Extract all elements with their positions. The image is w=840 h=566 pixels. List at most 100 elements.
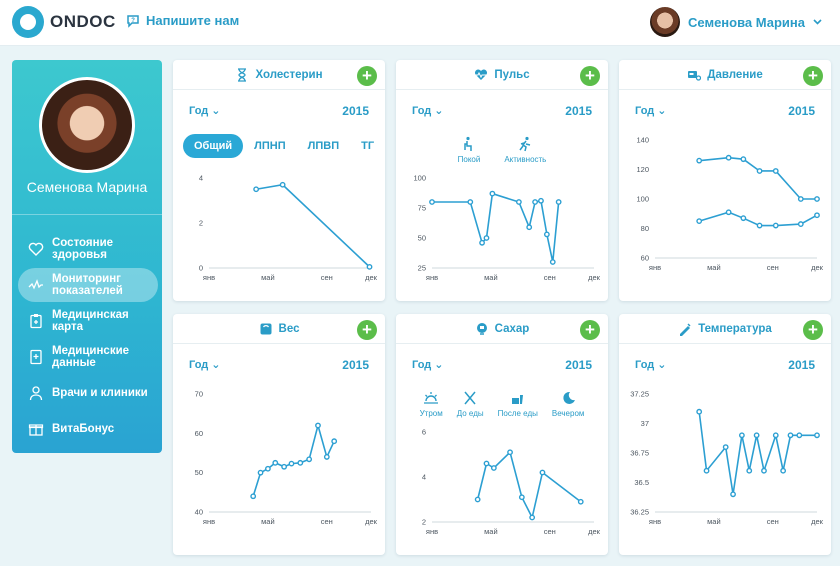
year-label: 2015 bbox=[342, 358, 369, 372]
x-tick-label: янв bbox=[203, 273, 215, 282]
data-point[interactable] bbox=[306, 456, 313, 463]
mode-evening[interactable]: Вечером bbox=[552, 390, 584, 418]
period-dropdown[interactable]: Год ⌄ bbox=[635, 105, 667, 117]
y-tick-label: 120 bbox=[636, 165, 649, 174]
data-point[interactable] bbox=[518, 494, 525, 501]
data-point[interactable] bbox=[703, 467, 710, 474]
data-point[interactable] bbox=[526, 224, 533, 231]
data-point[interactable] bbox=[483, 235, 490, 241]
data-point[interactable] bbox=[549, 259, 556, 265]
data-point[interactable] bbox=[429, 199, 435, 205]
data-point[interactable] bbox=[555, 199, 562, 205]
data-point[interactable] bbox=[772, 222, 779, 229]
data-point[interactable] bbox=[696, 218, 703, 225]
data-point[interactable] bbox=[756, 222, 763, 229]
data-point[interactable] bbox=[772, 168, 779, 174]
data-point[interactable] bbox=[529, 514, 536, 521]
period-dropdown[interactable]: Год ⌄ bbox=[189, 105, 221, 117]
data-point[interactable] bbox=[740, 156, 747, 163]
tab-total[interactable]: Общий bbox=[183, 134, 244, 158]
period-dropdown[interactable]: Год ⌄ bbox=[412, 105, 444, 117]
data-point[interactable] bbox=[507, 449, 513, 456]
data-point[interactable] bbox=[753, 432, 760, 439]
mode-rest[interactable]: Покой bbox=[458, 136, 480, 164]
data-point[interactable] bbox=[543, 231, 550, 238]
data-point[interactable] bbox=[746, 467, 753, 474]
period-dropdown[interactable]: Год ⌄ bbox=[635, 359, 667, 371]
sugar-chart-svg: 2 4 6 янв май сен дек bbox=[422, 428, 601, 537]
data-point[interactable] bbox=[489, 190, 496, 197]
data-point[interactable] bbox=[323, 454, 330, 460]
data-point[interactable] bbox=[761, 467, 767, 474]
data-point[interactable] bbox=[250, 493, 257, 500]
data-point[interactable] bbox=[288, 460, 295, 467]
add-temperature-button[interactable]: + bbox=[803, 320, 823, 340]
data-point[interactable] bbox=[814, 196, 820, 202]
series-line bbox=[699, 156, 817, 200]
data-point[interactable] bbox=[696, 408, 703, 415]
data-point[interactable] bbox=[787, 432, 794, 439]
data-point[interactable] bbox=[730, 491, 736, 498]
data-point[interactable] bbox=[538, 197, 544, 204]
data-point[interactable] bbox=[725, 154, 732, 161]
tab-tg[interactable]: ТГ bbox=[361, 140, 375, 152]
data-point[interactable] bbox=[297, 459, 304, 466]
data-point[interactable] bbox=[265, 465, 271, 472]
data-point[interactable] bbox=[253, 186, 260, 193]
data-point[interactable] bbox=[281, 463, 288, 470]
sidebar-item-health[interactable]: Состояние здоровья bbox=[18, 232, 158, 266]
data-point[interactable] bbox=[467, 199, 474, 205]
data-point[interactable] bbox=[279, 181, 286, 188]
data-point[interactable] bbox=[532, 199, 538, 205]
add-pressure-button[interactable]: + bbox=[803, 66, 823, 86]
data-point[interactable] bbox=[796, 432, 803, 439]
data-point[interactable] bbox=[797, 221, 804, 227]
sidebar-item-medical-card[interactable]: Медицинская карта bbox=[18, 304, 158, 338]
sidebar-item-monitoring[interactable]: Мониторинг показателей bbox=[18, 268, 158, 302]
data-point[interactable] bbox=[257, 469, 264, 476]
add-cholesterol-button[interactable]: + bbox=[357, 66, 377, 86]
data-point[interactable] bbox=[490, 465, 497, 471]
add-weight-button[interactable]: + bbox=[357, 320, 377, 340]
data-point[interactable] bbox=[797, 196, 804, 202]
tab-hdl[interactable]: ЛПВП bbox=[307, 140, 340, 152]
tab-ldl[interactable]: ЛПНП bbox=[254, 140, 286, 152]
sidebar-item-doctors[interactable]: Врачи и клиники bbox=[18, 376, 158, 410]
mode-activity[interactable]: Активность bbox=[504, 136, 546, 164]
add-sugar-button[interactable]: + bbox=[580, 320, 600, 340]
data-point[interactable] bbox=[738, 432, 745, 439]
data-point[interactable] bbox=[756, 168, 763, 174]
data-point[interactable] bbox=[483, 460, 490, 467]
sugar-modes: Утром До еды После еды Вечером bbox=[396, 390, 608, 418]
data-point[interactable] bbox=[366, 263, 373, 270]
add-pulse-button[interactable]: + bbox=[580, 66, 600, 86]
data-point[interactable] bbox=[539, 469, 546, 476]
sidebar-item-vitabonus[interactable]: ВитаБонус bbox=[18, 412, 158, 446]
data-point[interactable] bbox=[696, 157, 703, 164]
data-point[interactable] bbox=[331, 438, 338, 445]
data-point[interactable] bbox=[474, 496, 481, 503]
mode-before-meal[interactable]: До еды bbox=[457, 390, 484, 418]
data-point[interactable] bbox=[725, 209, 732, 216]
contact-link[interactable]: ? Напишите нам bbox=[126, 13, 239, 28]
data-point[interactable] bbox=[814, 432, 820, 439]
logo[interactable]: ONDOC bbox=[12, 6, 116, 38]
sidebar-item-medical-data[interactable]: Медицинские данные bbox=[18, 340, 158, 374]
period-dropdown[interactable]: Год ⌄ bbox=[412, 359, 444, 371]
data-point[interactable] bbox=[272, 459, 279, 466]
data-point[interactable] bbox=[780, 467, 787, 474]
mode-after-meal[interactable]: После еды bbox=[498, 390, 538, 418]
period-dropdown[interactable]: Год ⌄ bbox=[189, 359, 221, 371]
data-point[interactable] bbox=[479, 239, 485, 246]
user-menu-name: Семенова Марина bbox=[688, 14, 805, 30]
data-point[interactable] bbox=[315, 422, 321, 429]
mode-morning[interactable]: Утром bbox=[420, 390, 443, 418]
data-point[interactable] bbox=[740, 215, 747, 222]
data-point[interactable] bbox=[515, 199, 522, 205]
data-point[interactable] bbox=[772, 432, 779, 439]
data-point[interactable] bbox=[722, 444, 729, 450]
sunrise-icon bbox=[424, 392, 439, 404]
data-point[interactable] bbox=[577, 498, 584, 505]
user-menu[interactable]: Семенова Марина bbox=[650, 7, 822, 37]
data-point[interactable] bbox=[814, 212, 820, 219]
